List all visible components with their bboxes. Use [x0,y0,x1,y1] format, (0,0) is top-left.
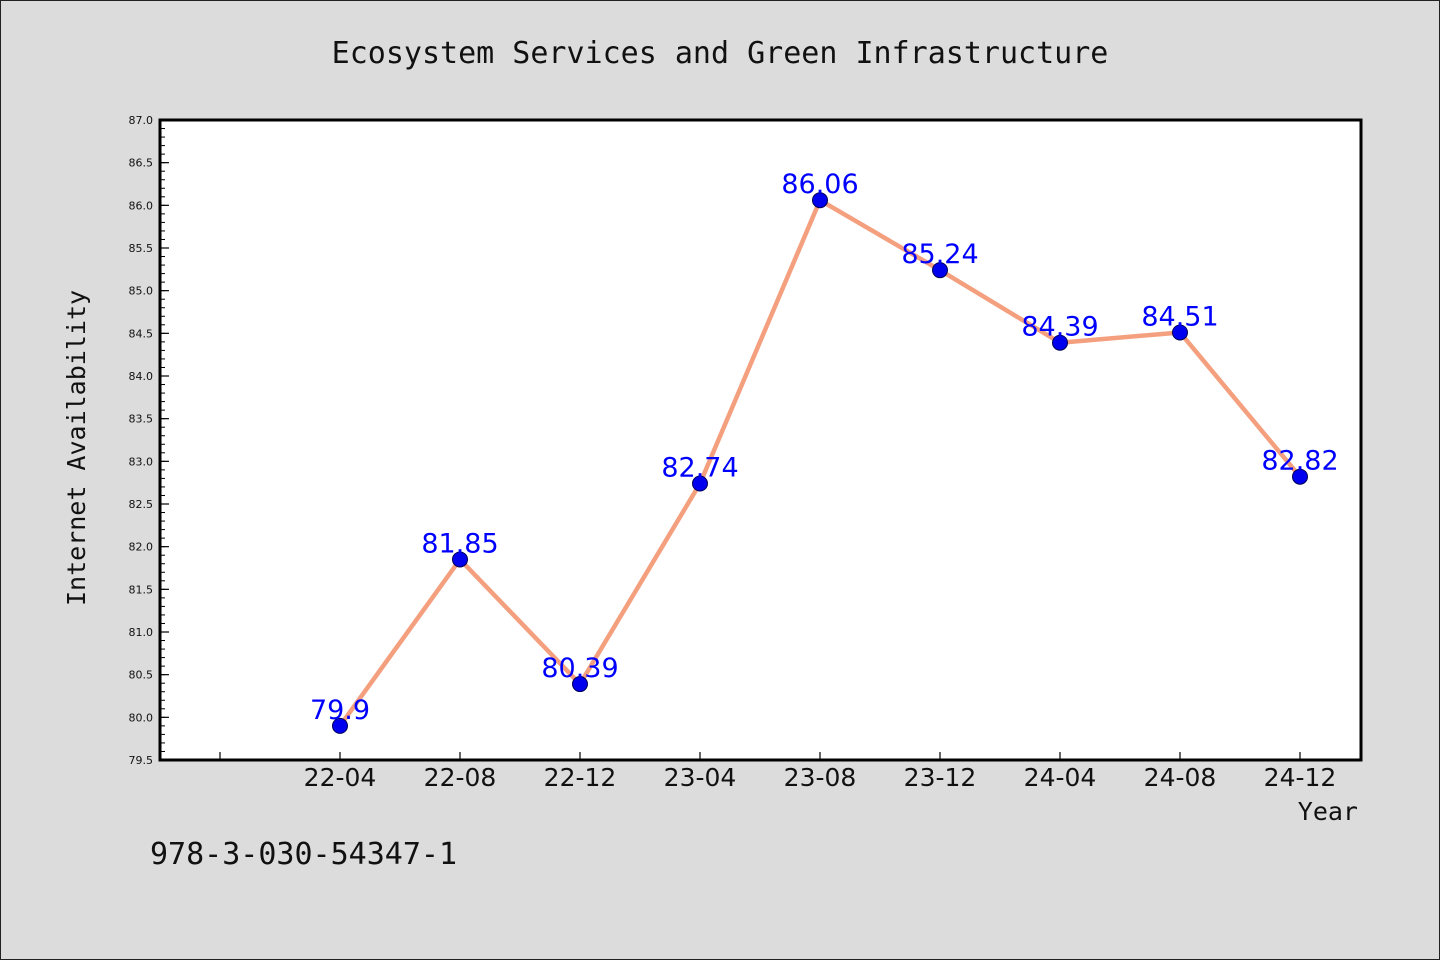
y-tick-label: 85.5 [129,242,154,255]
data-label: 79.9 [310,695,370,726]
x-tick-label: 24-12 [1264,763,1337,792]
y-axis-label: Internet Availability [62,290,91,606]
y-tick-label: 79.5 [129,754,154,767]
y-tick-label: 86.5 [129,157,154,170]
x-tick-label: 23-08 [784,763,857,792]
data-point [692,475,708,492]
data-point [332,717,348,734]
y-axis: 79.5 80.0 80.5 81.0 81.5 82.0 82.5 83.0 83.5 84.0… [129,114,169,767]
x-axis-label: Year [1298,797,1358,826]
data-point [1172,324,1188,341]
x-tick-label: 22-12 [544,763,617,792]
y-tick-label: 82.5 [129,498,154,511]
data-point [452,551,468,568]
x-tick-label: 23-04 [664,763,737,792]
isbn-text: 978-3-030-54347-1 [150,837,457,872]
y-tick-label: 81.0 [129,626,154,639]
data-label: 80.39 [541,653,618,684]
x-axis: 22-04 22-08 22-12 23-04 23-08 23-12 24-04 24-08… [219,752,1337,792]
y-tick-label: 84.5 [129,327,154,340]
data-point [1292,468,1308,485]
data-point [932,262,948,279]
data-label: 84.51 [1141,301,1218,332]
data-label: 82.82 [1261,446,1338,477]
x-tick-label: 23-12 [904,763,977,792]
data-label: 86.06 [781,169,858,200]
data-label: 85.24 [901,239,978,270]
x-tick-label: 24-08 [1144,763,1217,792]
y-tick-label: 83.0 [129,455,154,468]
chart-title: Ecosystem Services and Green Infrastruct… [332,36,1109,71]
y-tick-label: 82.0 [129,541,154,554]
data-point [1052,334,1068,351]
y-tick-label: 87.0 [129,114,154,127]
data-point [572,676,588,693]
data-label: 84.39 [1021,312,1098,343]
y-tick-label: 83.5 [129,413,154,426]
x-tick-label: 22-08 [424,763,497,792]
y-tick-label: 85.0 [129,285,154,298]
x-tick-label: 22-04 [304,763,377,792]
plot-area [160,120,1361,760]
plot-border [158,118,1363,762]
x-tick-label: 24-04 [1024,763,1097,792]
y-tick-label: 86.0 [129,199,154,212]
y-tick-label: 80.5 [129,669,154,682]
y-tick-label: 84.0 [129,370,154,383]
y-tick-label: 80.0 [129,711,154,724]
data-label: 82.74 [661,453,738,484]
data-point [812,192,828,209]
data-labels: 79.9 81.85 80.39 82.74 86.06 85.24 84.39 84.51 8… [310,169,1339,726]
series-line-group [332,192,1308,734]
data-label: 81.85 [421,528,498,559]
y-tick-label: 81.5 [129,583,154,596]
